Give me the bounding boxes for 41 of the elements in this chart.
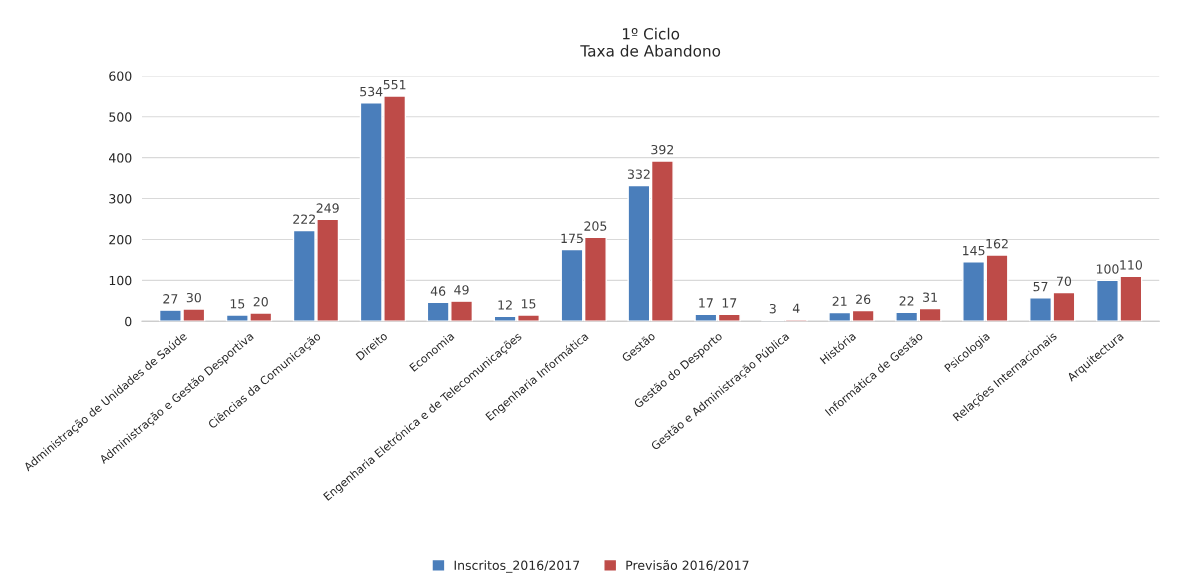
data-label: 551 (383, 80, 406, 90)
data-label: 15 (230, 299, 245, 309)
data-label: 4 (792, 303, 800, 313)
data-label: 17 (699, 298, 713, 308)
data-label: 332 (627, 169, 650, 179)
data-label: 392 (651, 144, 674, 155)
data-label: 27 (163, 294, 178, 304)
data-label: 31 (923, 292, 937, 302)
data-label: 21 (832, 296, 847, 306)
y-tick-label: 200 (109, 234, 132, 245)
y-tick-label: 0 (125, 316, 132, 327)
data-label: 162 (986, 238, 1008, 249)
data-label: 49 (454, 285, 469, 295)
data-label: 57 (1033, 282, 1048, 292)
legend-label: Inscritos_2016/2017 (454, 560, 580, 573)
data-label: 249 (316, 203, 339, 213)
data-label: 15 (521, 299, 536, 309)
legend-label: Previsão 2016/2017 (626, 560, 749, 571)
data-label: 534 (360, 86, 383, 97)
data-label: 3 (769, 303, 776, 314)
data-label: 17 (722, 298, 737, 308)
y-tick-label: 300 (109, 194, 132, 204)
data-label: 110 (1120, 260, 1142, 270)
data-label: 100 (1096, 264, 1119, 274)
y-tick-label: 100 (109, 275, 132, 286)
data-label: 26 (856, 294, 871, 304)
y-tick-label: 400 (108, 153, 132, 163)
data-label: 70 (1057, 276, 1072, 286)
chart-title: 1º Ciclo (622, 27, 680, 40)
chart-subtitle: Taxa de Abandono (580, 44, 721, 57)
y-tick-label: 500 (109, 112, 132, 122)
data-label: 20 (253, 296, 268, 307)
y-tick-label: 600 (109, 71, 132, 81)
data-label: 222 (293, 214, 315, 224)
data-label: 30 (186, 292, 201, 303)
data-label: 22 (899, 296, 914, 306)
data-label: 205 (584, 221, 607, 231)
data-label: 145 (963, 246, 985, 256)
data-label: 175 (561, 233, 583, 244)
data-label: 46 (430, 286, 446, 296)
data-label: 12 (498, 300, 512, 310)
